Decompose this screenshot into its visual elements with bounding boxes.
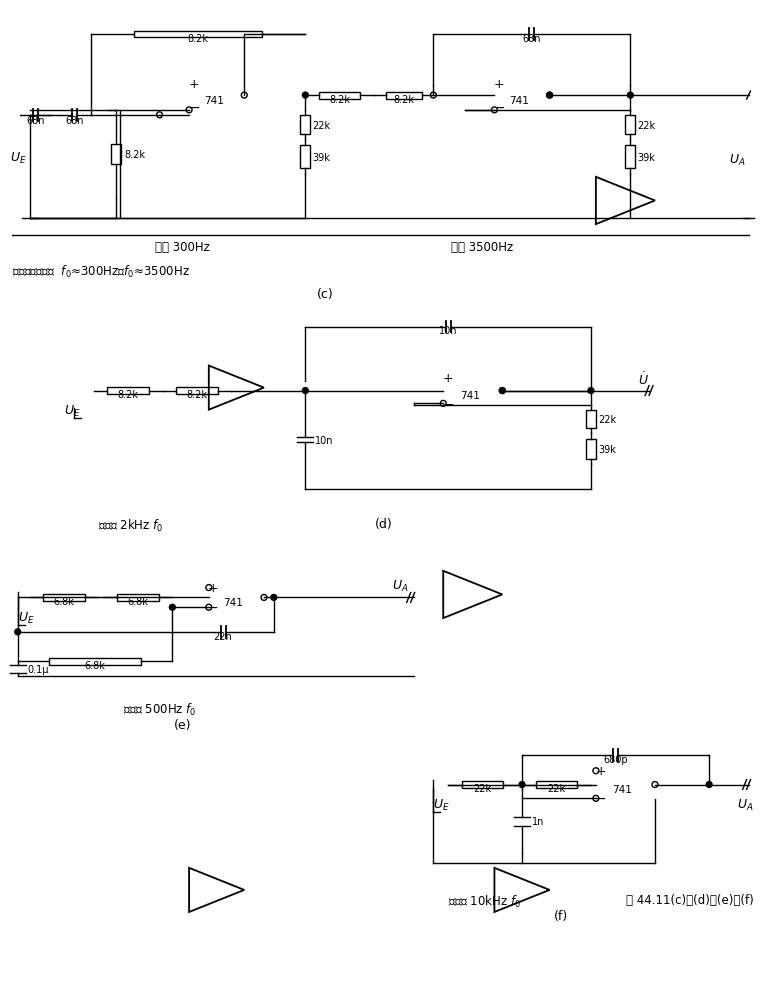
Circle shape xyxy=(588,388,594,394)
Text: 22k: 22k xyxy=(547,784,565,794)
Text: 741: 741 xyxy=(612,785,633,795)
Text: 22k: 22k xyxy=(637,120,655,130)
Text: 680p: 680p xyxy=(603,754,628,764)
Bar xyxy=(176,387,218,394)
Bar xyxy=(43,595,85,601)
Bar xyxy=(535,781,577,788)
Text: +: + xyxy=(596,764,606,777)
Circle shape xyxy=(706,782,712,788)
Bar xyxy=(462,781,503,788)
Text: (f): (f) xyxy=(554,909,568,922)
Text: 10n: 10n xyxy=(439,326,457,336)
Text: 0.1μ: 0.1μ xyxy=(27,665,49,674)
Text: $U_E$: $U_E$ xyxy=(10,151,27,166)
Bar xyxy=(49,659,141,666)
Text: 8.2k: 8.2k xyxy=(329,95,350,105)
Bar xyxy=(300,115,310,135)
Text: 高通 300Hz: 高通 300Hz xyxy=(154,241,209,253)
Text: −: − xyxy=(494,101,505,114)
Text: 6.8k: 6.8k xyxy=(128,597,148,606)
Text: 68n: 68n xyxy=(66,115,84,125)
Text: 39k: 39k xyxy=(637,153,655,163)
Bar xyxy=(107,387,149,394)
Circle shape xyxy=(546,93,553,99)
Bar xyxy=(626,146,635,170)
Circle shape xyxy=(627,93,633,99)
Text: $U_E$: $U_E$ xyxy=(18,610,34,625)
Text: 22k: 22k xyxy=(312,120,330,130)
Bar xyxy=(117,595,158,601)
Text: $U_A$: $U_A$ xyxy=(392,579,408,594)
Text: 低通约 2kHz $f_0$: 低通约 2kHz $f_0$ xyxy=(99,517,164,533)
Text: 8.2k: 8.2k xyxy=(187,34,209,43)
Text: 8.2k: 8.2k xyxy=(124,150,145,160)
Text: 68n: 68n xyxy=(523,34,541,43)
Text: 741: 741 xyxy=(460,391,480,401)
Circle shape xyxy=(15,629,20,635)
Text: 1n: 1n xyxy=(532,816,544,826)
Circle shape xyxy=(519,782,525,788)
Text: 10n: 10n xyxy=(315,436,334,446)
Text: +: + xyxy=(443,372,453,385)
Text: +: + xyxy=(189,78,199,91)
Bar xyxy=(111,145,122,165)
Bar xyxy=(586,411,596,429)
Text: +: + xyxy=(208,582,218,595)
Text: 低通约 500Hz $f_0$: 低通约 500Hz $f_0$ xyxy=(123,701,197,717)
Circle shape xyxy=(270,595,277,600)
Bar xyxy=(133,32,263,38)
Text: 8.2k: 8.2k xyxy=(394,95,414,105)
Text: (c): (c) xyxy=(317,288,333,301)
Text: $U_E$: $U_E$ xyxy=(434,797,450,811)
Text: 39k: 39k xyxy=(312,153,330,163)
Text: 741: 741 xyxy=(223,598,243,607)
Text: −: − xyxy=(207,600,219,614)
Text: −: − xyxy=(188,101,200,114)
Text: 68n: 68n xyxy=(26,115,45,125)
Text: 6.8k: 6.8k xyxy=(53,597,74,606)
Text: +: + xyxy=(494,78,505,91)
Bar xyxy=(586,440,596,459)
Text: (d): (d) xyxy=(376,517,393,530)
Circle shape xyxy=(303,388,308,394)
Text: 对语言频带带通  $f_0$≈300Hz，$f_0$≈3500Hz: 对语言频带带通 $f_0$≈300Hz，$f_0$≈3500Hz xyxy=(12,263,190,279)
Text: 22k: 22k xyxy=(474,784,492,794)
Text: 741: 741 xyxy=(204,96,223,106)
Circle shape xyxy=(499,388,505,394)
Text: −: − xyxy=(442,397,454,411)
Text: 22n: 22n xyxy=(214,631,233,641)
Text: 39k: 39k xyxy=(598,445,615,455)
Text: −: − xyxy=(595,792,607,806)
Text: 低通约 10kHz $f_0$: 低通约 10kHz $f_0$ xyxy=(448,893,521,909)
Text: (e): (e) xyxy=(173,718,191,731)
Bar xyxy=(386,93,422,100)
Text: 8.2k: 8.2k xyxy=(187,390,208,400)
Bar xyxy=(626,115,635,135)
Bar xyxy=(319,93,361,100)
Circle shape xyxy=(169,604,176,610)
Text: 8.2k: 8.2k xyxy=(118,390,139,400)
Text: 22k: 22k xyxy=(598,415,616,425)
Circle shape xyxy=(303,93,308,99)
Text: 图 44.11(c)、(d)、(e)、(f): 图 44.11(c)、(d)、(e)、(f) xyxy=(626,893,754,906)
Text: 741: 741 xyxy=(509,96,529,106)
Text: 低通 3500Hz: 低通 3500Hz xyxy=(452,241,514,253)
Text: $U_A$: $U_A$ xyxy=(737,797,753,811)
Text: $U_E$: $U_E$ xyxy=(64,403,81,418)
Text: $U_A$: $U_A$ xyxy=(729,153,746,168)
Bar xyxy=(300,146,310,170)
Text: 6.8k: 6.8k xyxy=(85,661,106,670)
Text: $\dot{U}$: $\dot{U}$ xyxy=(638,371,649,387)
